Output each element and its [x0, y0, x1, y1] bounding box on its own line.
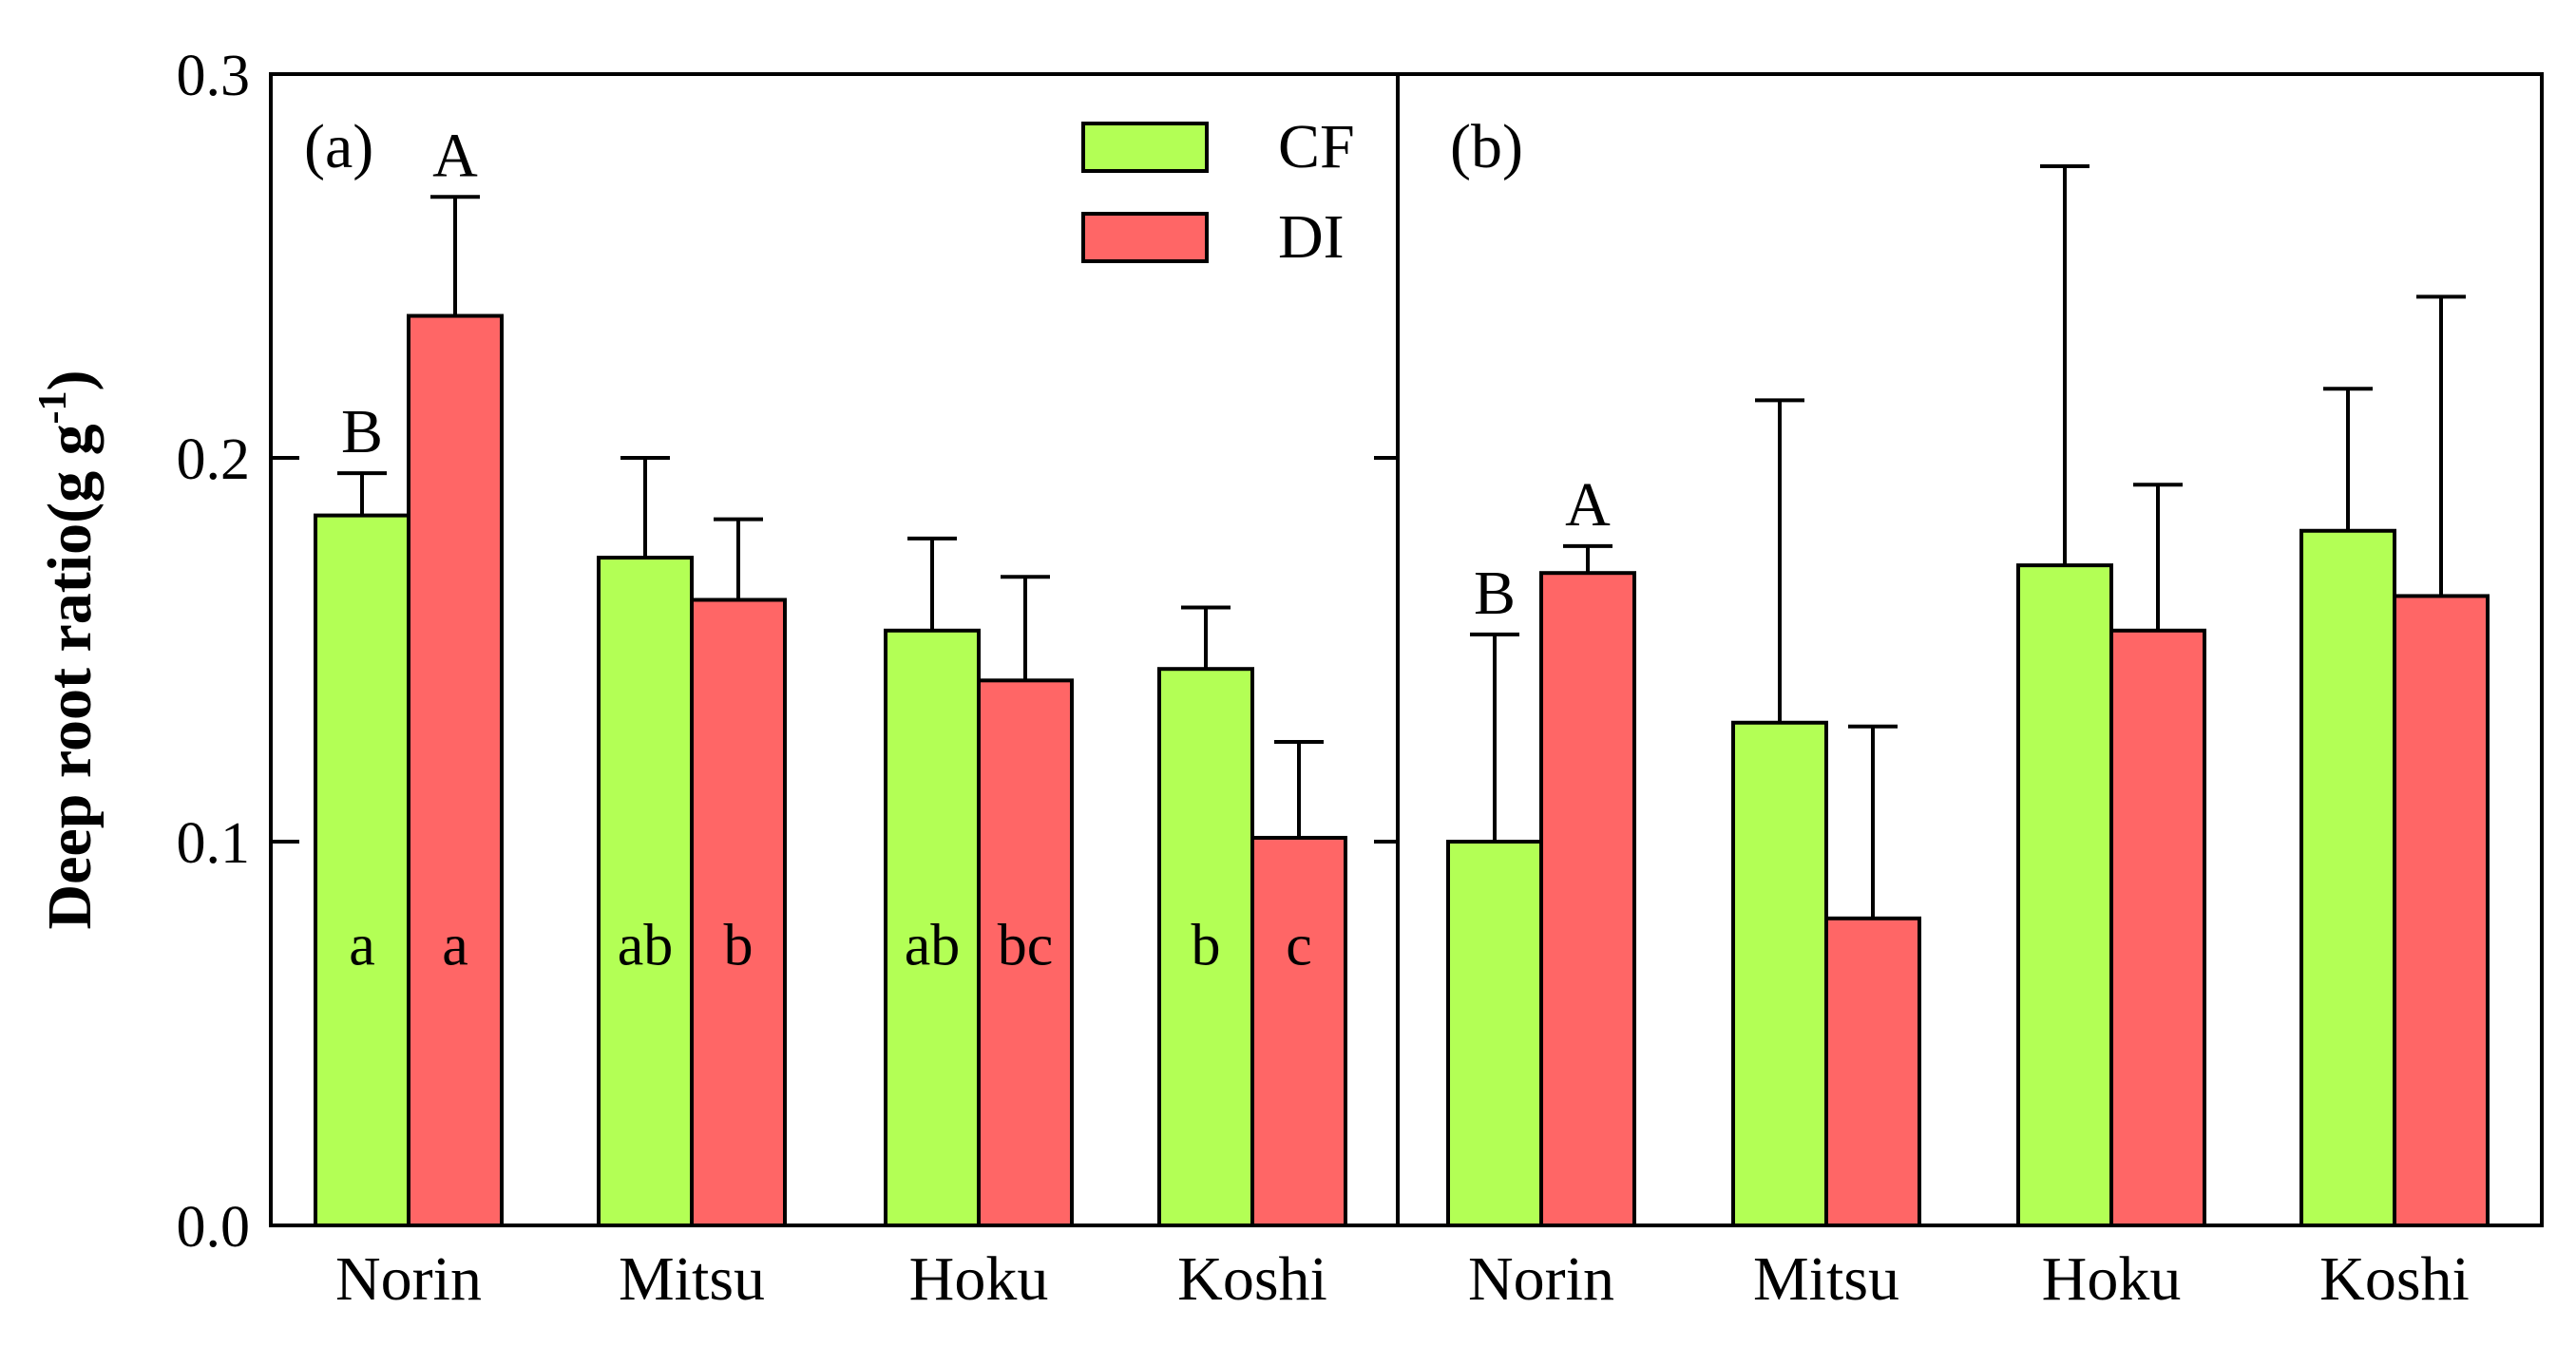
bar-letter-p0-s1-c1: b — [724, 913, 754, 977]
bar-p0-CF-Hoku — [884, 628, 981, 1227]
bar-p1-CF-Mitsu — [1731, 720, 1828, 1227]
plot-frame — [269, 72, 2544, 1227]
y-axis-title-superscript: -1 — [31, 390, 75, 424]
bar-p1-DI-Mitsu — [1824, 916, 1921, 1227]
upper-letter-p1-1: A — [1565, 470, 1611, 540]
y-tick-label-0: 0.0 — [177, 1195, 251, 1260]
x-tick-label-p0-1: Mitsu — [619, 1244, 765, 1314]
bar-letter-p0-s0-c2: ab — [905, 913, 961, 977]
bar-p0-DI-Norin — [407, 313, 504, 1227]
x-tick-label-p1-1: Mitsu — [1753, 1244, 1899, 1314]
y-tick-label-2: 0.2 — [177, 427, 251, 492]
y-axis-title-main: Deep root ratio(g g — [35, 424, 105, 929]
bar-p0-CF-Koshi — [1157, 667, 1254, 1227]
bar-letter-p0-s1-c3: c — [1286, 913, 1312, 977]
bar-p0-DI-Mitsu — [690, 598, 787, 1227]
bar-p1-DI-Norin — [1539, 571, 1636, 1227]
panel-label-0: (a) — [304, 112, 373, 181]
upper-letter-p0-0: B — [341, 397, 383, 466]
legend-label-DI: DI — [1278, 202, 1345, 272]
x-tick-label-p1-0: Norin — [1468, 1244, 1614, 1314]
legend-swatch-DI — [1081, 212, 1209, 263]
y-tick-label-3: 0.3 — [177, 44, 251, 108]
panel-label-1: (b) — [1450, 112, 1523, 181]
bar-letter-p0-s0-c1: ab — [618, 913, 674, 977]
bar-p0-DI-Koshi — [1250, 835, 1347, 1228]
bar-p1-CF-Hoku — [2016, 563, 2113, 1227]
x-tick-label-p0-0: Norin — [335, 1244, 482, 1314]
bar-letter-p0-s1-c2: bc — [998, 913, 1054, 977]
bar-p1-DI-Hoku — [2109, 628, 2206, 1227]
upper-letter-p1-0: B — [1474, 559, 1516, 628]
x-tick-label-p1-2: Hoku — [2042, 1244, 2182, 1314]
x-tick-label-p1-3: Koshi — [2319, 1244, 2470, 1314]
legend-swatch-CF — [1081, 122, 1209, 173]
y-axis-title: Deep root ratio(g g-1) — [31, 370, 105, 929]
bar-p1-CF-Norin — [1446, 840, 1543, 1227]
bar-letter-p0-s0-c0: a — [349, 913, 375, 977]
x-tick-label-p0-3: Koshi — [1177, 1244, 1327, 1314]
bar-p1-DI-Koshi — [2393, 594, 2490, 1227]
bar-p0-CF-Mitsu — [597, 556, 694, 1227]
y-tick-label-1: 0.1 — [177, 811, 251, 876]
legend-label-CF: CF — [1278, 112, 1355, 181]
bar-p0-CF-Norin — [314, 513, 410, 1227]
bar-letter-p0-s0-c3: b — [1192, 913, 1221, 977]
x-tick-label-p0-2: Hoku — [909, 1244, 1049, 1314]
upper-letter-p0-1: A — [432, 121, 478, 190]
bar-p1-CF-Koshi — [2299, 528, 2396, 1227]
bar-p0-DI-Hoku — [977, 678, 1074, 1227]
bar-letter-p0-s1-c0: a — [442, 913, 468, 977]
y-axis-title-close: ) — [35, 370, 105, 390]
